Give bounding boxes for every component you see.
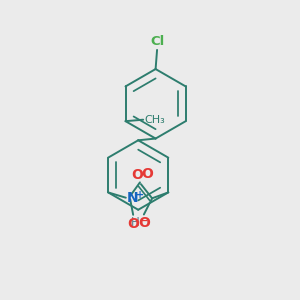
Text: N: N bbox=[127, 191, 139, 205]
Text: O: O bbox=[131, 168, 143, 182]
Text: H: H bbox=[131, 216, 140, 229]
Text: O: O bbox=[139, 216, 150, 230]
Text: O: O bbox=[141, 167, 153, 181]
Text: CH₃: CH₃ bbox=[145, 115, 165, 125]
Text: +: + bbox=[136, 190, 144, 200]
Text: −: − bbox=[140, 216, 148, 226]
Text: O: O bbox=[127, 217, 139, 230]
Text: Cl: Cl bbox=[150, 35, 164, 48]
